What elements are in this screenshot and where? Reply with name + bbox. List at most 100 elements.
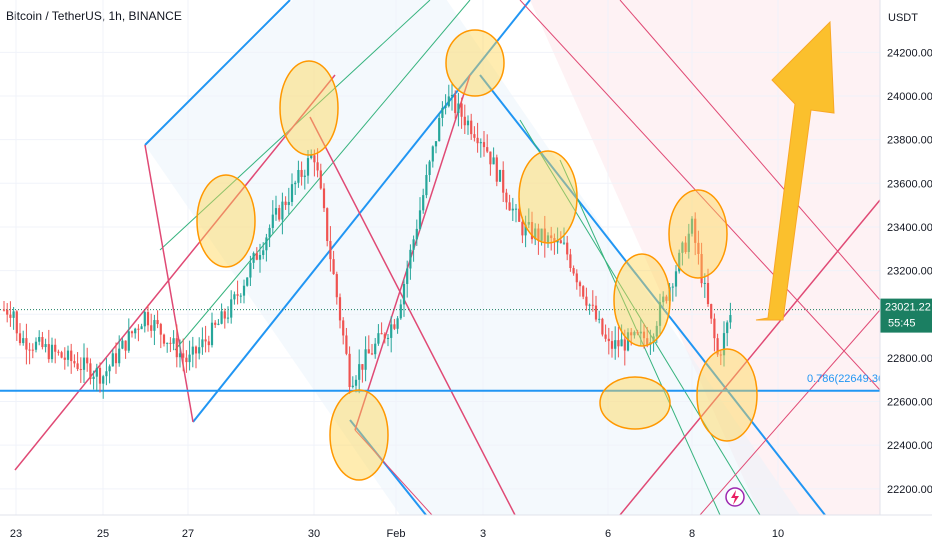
candle-body	[89, 363, 92, 379]
candle-body	[623, 339, 626, 351]
candle-body	[678, 252, 681, 272]
candle-body	[463, 116, 466, 126]
candle-body	[130, 331, 134, 334]
time-axis[interactable]	[0, 515, 880, 550]
candle-body	[431, 146, 434, 162]
candle-body	[367, 349, 370, 354]
candle-body	[716, 338, 719, 355]
candle-body	[297, 169, 300, 183]
candle-body	[710, 304, 713, 319]
candle-body	[108, 366, 111, 372]
candle-body	[377, 333, 380, 344]
highlight-circle	[329, 389, 389, 481]
candle-body	[12, 311, 15, 318]
candle-body	[665, 296, 668, 301]
candle-body	[201, 339, 204, 348]
candle-body	[390, 324, 393, 338]
highlight-circle	[445, 29, 505, 97]
candle-body	[681, 242, 684, 253]
candle-body	[498, 169, 502, 182]
candle-body	[41, 336, 44, 348]
candle-body	[92, 376, 95, 379]
candle-body	[578, 282, 582, 287]
candle-body	[25, 338, 28, 350]
candle-body	[361, 364, 364, 370]
x-tick-label: 8	[689, 528, 695, 540]
candle-body	[370, 353, 374, 355]
candle-body	[217, 323, 220, 325]
candle-body	[6, 309, 9, 315]
x-tick-label: 23	[10, 528, 22, 540]
candle-body	[466, 120, 470, 126]
candle-body	[457, 103, 460, 114]
candle-body	[175, 338, 178, 358]
candle-body	[214, 322, 217, 325]
candle-body	[479, 142, 482, 144]
candle-body	[63, 357, 66, 360]
candle-body	[127, 331, 130, 351]
candle-body	[598, 318, 601, 320]
candle-body	[697, 242, 700, 255]
candle-body	[585, 296, 588, 306]
candle-body	[534, 228, 537, 240]
candle-body	[220, 311, 223, 324]
lightning-icon[interactable]	[725, 487, 745, 507]
highlight-circle	[613, 253, 671, 347]
candle-body	[642, 331, 646, 339]
candle-body	[44, 344, 47, 348]
candle-body	[239, 295, 242, 297]
candle-body	[492, 157, 495, 165]
candle-body	[495, 157, 498, 182]
candle-body	[188, 354, 191, 363]
candle-body	[434, 141, 438, 147]
arrow-up-icon	[755, 20, 835, 321]
candle-body	[639, 331, 642, 334]
highlight-circle	[668, 189, 728, 279]
candle-body	[191, 346, 194, 355]
candle-body	[166, 342, 169, 344]
candle-body	[121, 340, 124, 349]
candle-body	[559, 240, 562, 244]
candle-body	[140, 326, 143, 330]
candle-body	[524, 224, 527, 236]
candle-body	[338, 297, 342, 321]
x-tick-label: Feb	[387, 528, 406, 540]
candle-body	[70, 350, 73, 362]
candle-body	[674, 271, 678, 287]
candle-body	[383, 334, 386, 339]
candle-body	[396, 318, 399, 329]
candle-body	[409, 249, 412, 269]
candle-body	[2, 309, 6, 311]
highlight-circle	[518, 150, 578, 244]
candle-body	[658, 302, 662, 326]
candle-body	[319, 170, 322, 189]
candle-body	[393, 324, 396, 329]
red-pitchfork	[14, 0, 881, 516]
fib-level-label: 0.786(22649.36)	[807, 373, 888, 385]
candle-body	[73, 361, 76, 364]
candle-body	[543, 228, 546, 243]
candle-body	[268, 227, 271, 238]
candle-body	[540, 228, 543, 241]
candle-body	[300, 169, 303, 177]
candle-body	[105, 371, 108, 377]
candle-body	[198, 347, 201, 354]
candle-body	[178, 353, 182, 358]
candle-body	[18, 333, 22, 344]
candle-body	[460, 103, 463, 117]
highlight-circle	[196, 174, 256, 268]
blue-channel-zone	[145, 0, 800, 515]
candle-body	[518, 208, 521, 222]
candle-body	[223, 311, 226, 319]
candle-body	[425, 175, 428, 196]
candle-body	[428, 161, 431, 176]
candle-body	[226, 317, 230, 319]
candle-body	[278, 208, 281, 220]
candle-body	[418, 210, 422, 229]
candle-body	[54, 344, 57, 352]
candle-body	[249, 262, 252, 278]
candle-body	[284, 201, 287, 206]
price-axis[interactable]	[880, 0, 932, 550]
candle-body	[124, 340, 127, 351]
